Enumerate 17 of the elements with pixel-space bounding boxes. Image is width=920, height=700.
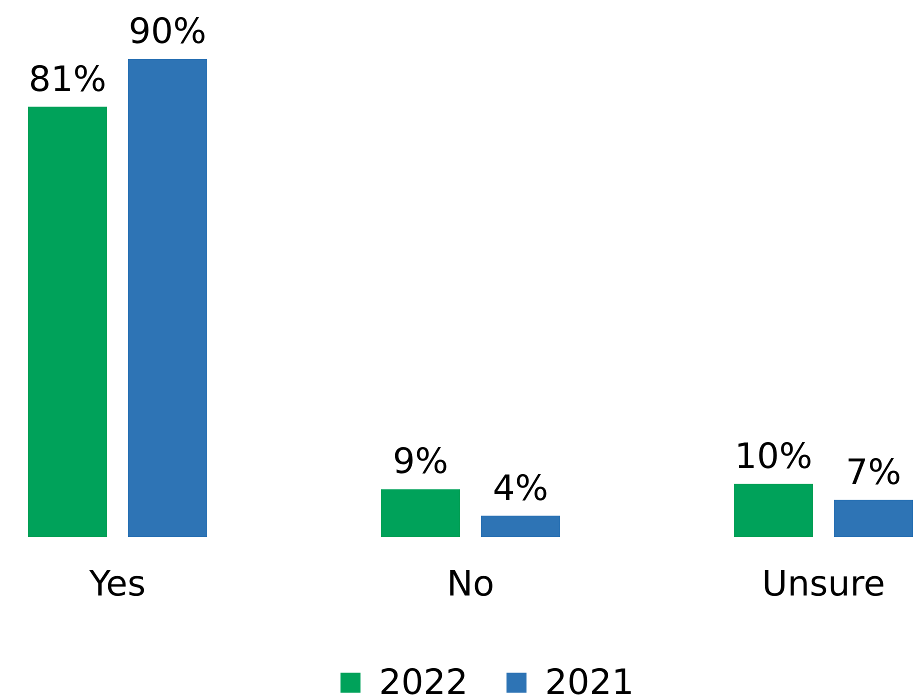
- x-tick-label: No: [446, 564, 494, 604]
- data-label: 9%: [392, 442, 448, 482]
- data-label: 4%: [492, 468, 548, 509]
- data-label: 7%: [846, 452, 902, 493]
- bar: [128, 59, 207, 537]
- x-tick-label: Unsure: [762, 564, 886, 604]
- data-label: 81%: [28, 60, 106, 100]
- data-label: 10%: [734, 436, 812, 477]
- bar: [734, 484, 814, 537]
- bar: [381, 489, 460, 537]
- legend-label: 2021: [545, 662, 634, 700]
- data-label: 90%: [128, 12, 206, 52]
- bar: [481, 516, 560, 537]
- legend-label: 2022: [379, 662, 468, 700]
- bar: [28, 106, 107, 537]
- x-tick-label: Yes: [88, 564, 146, 604]
- bar: [834, 500, 913, 537]
